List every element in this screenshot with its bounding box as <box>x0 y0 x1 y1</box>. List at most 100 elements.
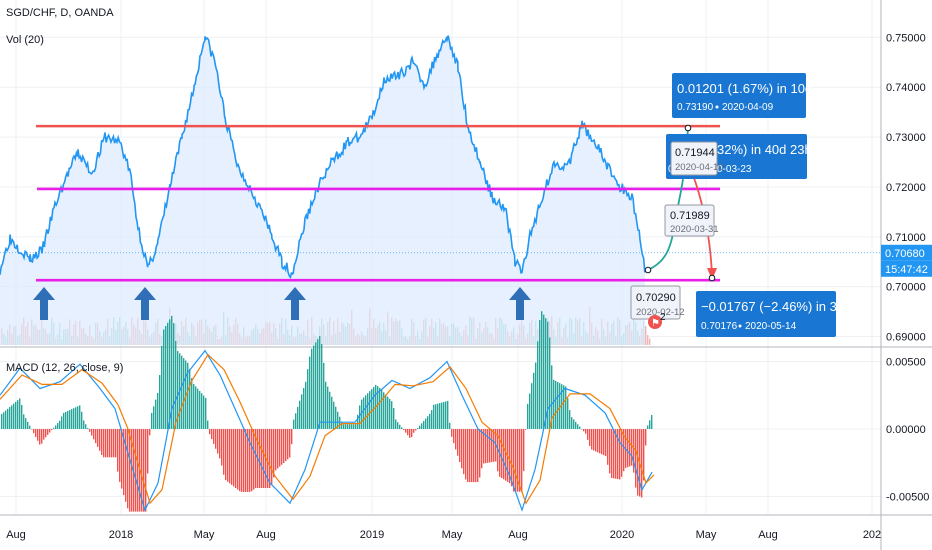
macd-histogram-bar <box>593 428 595 451</box>
support-arrows <box>33 287 531 320</box>
macd-histogram-bar <box>23 414 25 429</box>
macd-histogram-bar <box>201 393 203 429</box>
macd-histogram-bar <box>399 424 401 429</box>
macd-histogram-bar <box>647 425 649 429</box>
macd-histogram-bar <box>191 378 193 429</box>
macd-histogram-bar <box>353 424 355 429</box>
macd-histogram-bar <box>481 428 483 469</box>
up-arrow-icon <box>134 287 156 320</box>
macd-histogram-bar <box>127 428 129 509</box>
macd-histogram-bar <box>1 413 3 429</box>
event-badge[interactable]: ⚑ 2 <box>648 312 666 329</box>
macd-histogram-bar <box>295 413 297 429</box>
macd-histogram-bar <box>465 428 467 480</box>
volume-bar <box>647 335 649 345</box>
macd-histogram-bar <box>233 428 235 487</box>
macd-histogram-bar <box>47 428 49 435</box>
time-axis-labels[interactable]: Aug 2018 May Aug 2019 May Aug 2020 May Aug 202 <box>6 529 881 541</box>
macd-histogram-bar <box>449 422 451 429</box>
last-price-badge <box>881 244 932 261</box>
macd-histogram-bar <box>603 428 605 456</box>
price-tick-label: 0.73000 <box>886 132 926 144</box>
macd-histogram-bar <box>65 411 67 429</box>
macd-histogram-bar <box>391 401 393 429</box>
macd-histogram-bar <box>103 428 105 458</box>
macd-histogram-bar <box>57 423 59 429</box>
macd-histogram-bar <box>95 428 97 444</box>
macd-histogram-bar <box>131 428 133 512</box>
macd-histogram-bar <box>247 428 249 492</box>
macd-histogram-bar <box>565 386 567 429</box>
macd-histogram-bar <box>649 420 651 429</box>
horizontal-levels[interactable] <box>36 124 720 282</box>
macd-histogram-bar <box>41 428 43 444</box>
price-label-low: 0.70290 2020-02-12 <box>630 285 685 320</box>
projection-box-down[interactable]: −0.01767 (−2.46%) in 35d 0.70176 2020-05… <box>696 291 851 337</box>
macd-histogram-bar <box>401 427 403 429</box>
macd-histogram-bar <box>77 406 79 429</box>
macd-histogram-bar <box>605 428 607 457</box>
price-label-mid-date: 2020-03-31 <box>670 224 719 235</box>
macd-histogram-bar <box>87 428 89 429</box>
macd-histogram-bar <box>235 428 237 489</box>
macd-histogram-bar <box>463 428 465 475</box>
macd-legend[interactable]: MACD (12, 26, close, 9) <box>6 362 123 374</box>
dot-icon <box>738 324 742 328</box>
macd-histogram-bar <box>435 404 437 429</box>
macd-histogram-bar <box>97 428 99 447</box>
time-tick-label: Aug <box>758 529 778 541</box>
macd-histogram-bar <box>173 323 175 429</box>
price-label-low-value: 0.70290 <box>636 292 676 304</box>
macd-histogram-bar <box>577 424 579 429</box>
macd-histogram-bar <box>287 428 289 460</box>
macd-histogram-bar <box>365 395 367 429</box>
macd-histogram-bar <box>425 418 427 429</box>
macd-histogram-bar <box>457 428 459 456</box>
macd-histogram-bar <box>543 314 545 429</box>
macd-histogram-bar <box>281 428 283 465</box>
macd-histogram-bar <box>253 428 255 490</box>
macd-histogram-bar <box>651 415 653 429</box>
macd-histogram-bar <box>67 411 69 429</box>
macd-histogram-bar <box>343 424 345 429</box>
macd-histogram-bar <box>347 424 349 429</box>
macd-histogram-bar <box>513 428 515 492</box>
macd-histogram-bar <box>421 423 423 429</box>
projection-box-up[interactable]: 0.01201 (1.67%) in 10d 0.73190 2020-04-0… <box>672 73 812 118</box>
price-axis-labels[interactable]: 0.75000 0.74000 0.73000 0.72000 0.71000 0.700… <box>886 32 926 343</box>
macd-axis-labels[interactable]: 0.00500 0.00000 -0.00500 <box>886 356 929 503</box>
macd-histogram-bar <box>109 428 111 458</box>
macd-histogram-bar <box>71 409 73 429</box>
macd-histogram-bar <box>213 428 215 444</box>
macd-histogram-bar <box>535 362 537 429</box>
macd-histogram-bar <box>259 428 261 489</box>
macd-histogram-bar <box>145 428 147 512</box>
time-tick-label: May <box>194 529 215 541</box>
anchor-point[interactable] <box>684 124 692 132</box>
macd-histogram-bar <box>479 428 481 478</box>
projection-up-target: 0.73190 <box>677 102 714 113</box>
time-tick-label: 2018 <box>109 529 133 541</box>
macd-histogram-bar <box>517 428 519 492</box>
macd-histogram-bar <box>207 420 209 429</box>
price-tick-label: 0.75000 <box>886 32 926 44</box>
macd-histogram-bar <box>469 428 471 483</box>
time-tick-label: May <box>442 529 463 541</box>
macd-histogram-bar <box>73 408 75 429</box>
macd-histogram-bar <box>273 428 275 478</box>
macd-histogram-bar <box>219 428 221 459</box>
volume-legend[interactable]: Vol (20) <box>6 34 44 46</box>
anchor-point[interactable] <box>708 274 716 282</box>
event-badge-flag-icon: ⚑ <box>651 318 660 329</box>
macd-histogram-bar <box>317 339 319 429</box>
macd-histogram-bar <box>335 406 337 429</box>
price-tick-label: 0.72000 <box>886 182 926 194</box>
macd-histogram-bar <box>329 391 331 429</box>
macd-histogram-bar <box>193 384 195 429</box>
anchor-point[interactable] <box>644 266 652 274</box>
symbol-legend[interactable]: SGD/CHF, D, OANDA <box>6 7 114 19</box>
macd-histogram-bar <box>381 390 383 429</box>
up-arrow-icon <box>284 287 306 320</box>
macd-histogram-bar <box>167 322 169 429</box>
